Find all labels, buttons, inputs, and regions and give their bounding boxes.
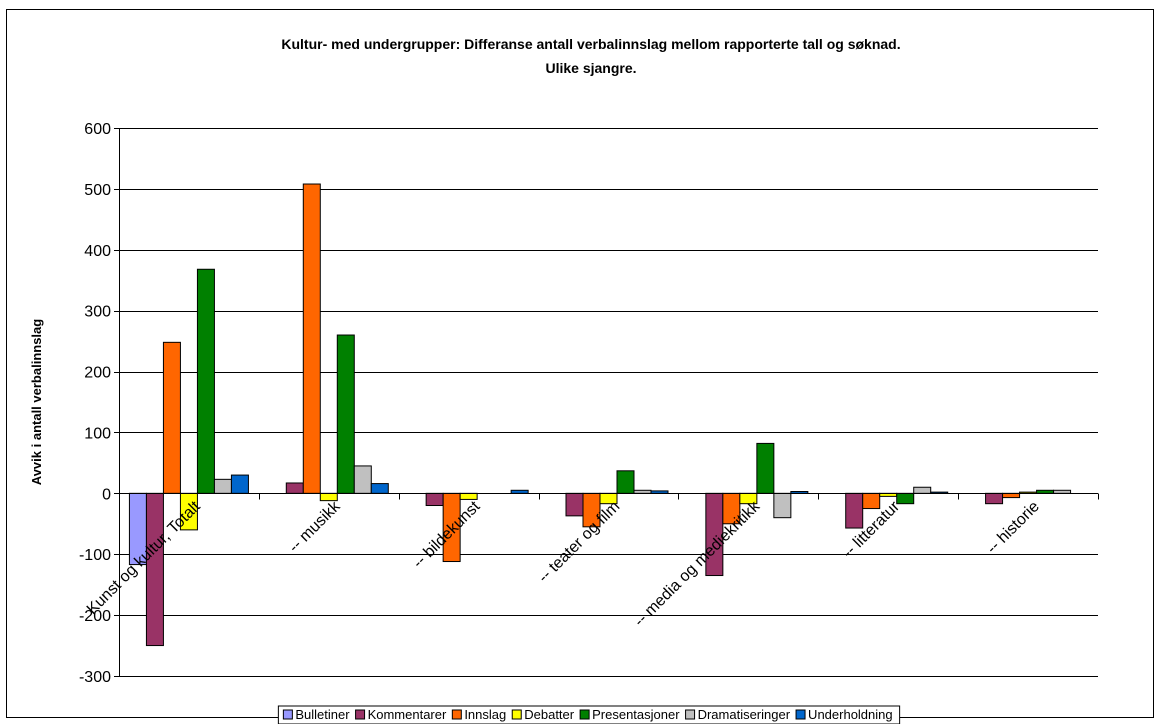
y-tick-label: 300 [84,304,111,321]
y-tick-label: 200 [84,365,111,382]
chart-title: Kultur- med undergrupper: Differanse ant… [281,36,900,76]
bar-dramatiseringer-4 [773,492,792,519]
legend-label: Bulletiner [295,707,350,722]
gridlines [119,128,1098,677]
bar-presentasjoner-6 [1036,489,1055,494]
bar-presentasjoner-0 [196,268,215,494]
legend-swatch [511,709,522,720]
legend-item-kommentarer[interactable]: Kommentarer [355,707,447,722]
bar-kommentarer-6 [985,492,1004,505]
y-tick-labels: 600 500 400 300 200 100 0 -100 -200 -300 [79,121,111,686]
y-tick-label: 0 [102,486,111,503]
legend-item-presentasjoner[interactable]: Presentasjoner [579,707,680,722]
bar-presentasjoner-3 [616,470,635,494]
bar-dramatiseringer-1 [353,465,372,494]
bar-kommentarer-3 [565,492,584,517]
legend-item-debatter[interactable]: Debatter [511,707,575,722]
bar-presentasjoner-4 [756,442,775,494]
legend-label: Innslag [464,707,506,722]
bar-kommentarer-0 [145,492,164,647]
y-tick-label: 400 [84,243,111,260]
legend-item-dramatiseringer[interactable]: Dramatiseringer [685,707,791,722]
bar-presentasjoner-5 [896,492,915,505]
bar-dramatiseringer-5 [913,486,932,494]
legend-item-underholdning[interactable]: Underholdning [795,707,893,722]
bars [128,183,1072,647]
y-tick-label: 600 [84,121,111,138]
y-tick-label: 100 [84,425,111,442]
bar-dramatiseringer-6 [1053,489,1072,494]
legend-label: Kommentarer [368,707,447,722]
y-tick-label: -300 [79,669,111,686]
bar-kommentarer-5 [845,492,864,529]
bar-underholdning-2 [510,489,529,494]
y-axis-label: Avvik i antall verbalinnslag [29,319,44,485]
legend-label: Dramatiseringer [698,707,791,722]
legend[interactable]: Bulletiner Kommentarer Innslag Debatter Pres… [277,705,901,724]
legend-swatch [685,709,696,720]
legend-item-innslag[interactable]: Innslag [451,707,506,722]
category-label: -- historie [984,498,1043,557]
y-tick-label: 500 [84,182,111,199]
bar-presentasjoner-1 [336,334,355,494]
bar-underholdning-0 [230,474,249,494]
bar-underholdning-1 [370,483,389,494]
bar-dramatiseringer-3 [633,489,652,494]
legend-swatch [355,709,366,720]
chart-title-line-1: Kultur- med undergrupper: Differanse ant… [281,36,900,52]
bar-innslag-0 [162,341,181,494]
legend-label: Presentasjoner [592,707,680,722]
legend-swatch [579,709,590,720]
bar-debatter-1 [319,492,338,502]
y-tick-label: -200 [79,608,111,625]
category-label: -- musikk [286,497,345,556]
bar-kommentarer-1 [285,482,304,494]
bar-innslag-5 [862,492,881,510]
bar-dramatiseringer-0 [213,478,232,494]
legend-swatch [282,709,293,720]
legend-item-bulletiner[interactable]: Bulletiner [282,707,350,722]
bar-debatter-2 [459,492,478,500]
category-labels: Kunst og kultur, Totalt -- musikk -- bilde… [84,497,1043,630]
legend-swatch [451,709,462,720]
legend-label: Debatter [524,707,575,722]
bar-innslag-1 [302,183,321,494]
legend-label: Underholdning [808,707,893,722]
bar-kommentarer-2 [425,492,444,507]
y-tick-label: -100 [79,547,111,564]
legend-swatch [795,709,806,720]
bar-underholdning-3 [650,490,669,494]
axes [114,128,1099,677]
category-label: -- media og mediekritikk [631,497,764,630]
chart-title-line-2: Ulike sjangre. [545,60,636,76]
